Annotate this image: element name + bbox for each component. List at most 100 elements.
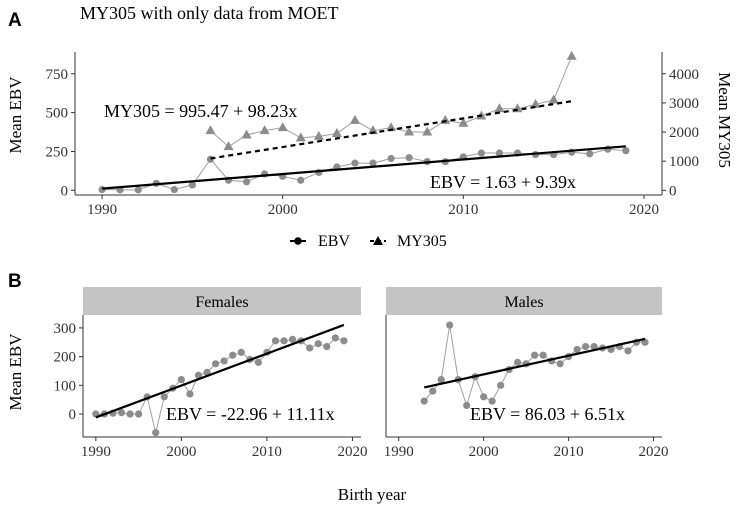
chart-b-males-axes: 1990 2000 2010 2020 xyxy=(384,315,669,460)
chart-b-males-point xyxy=(497,381,505,389)
chart-a-ebv-point xyxy=(586,150,594,158)
chart-b-females-y-tick-label: 300 xyxy=(54,321,77,337)
chart-b-males-point xyxy=(437,375,445,384)
chart-b-females-point xyxy=(288,335,297,343)
chart-b-females-point xyxy=(160,393,168,401)
chart-a-my305-point xyxy=(566,50,577,60)
chart-a-x-tick-label: 2020 xyxy=(629,202,659,218)
panel-a-label: A xyxy=(8,10,22,31)
chart-b-females-point xyxy=(135,410,143,418)
chart-a-ebv-point xyxy=(477,149,485,157)
chart-b-females-y-tick-label: 100 xyxy=(54,378,77,394)
chart-b-females-point xyxy=(194,371,203,379)
chart-b-females-x-tick-label: 2010 xyxy=(252,444,282,460)
chart-a-ebv-point xyxy=(134,186,142,194)
chart-b-males-point xyxy=(581,342,590,351)
chart-b-males-marks xyxy=(420,321,649,410)
chart-b-males-point xyxy=(514,358,522,366)
chart-b-males-point xyxy=(420,397,428,405)
chart-b-females-y-tick-label: 200 xyxy=(54,350,77,366)
legend-my305-label: MY305 xyxy=(397,233,447,250)
chart-b-males-fit-line xyxy=(423,337,646,389)
chart-a-y2-axis-title: Mean MY305 xyxy=(715,72,734,168)
chart-b-males-equation: EBV = 86.03 + 6.51x xyxy=(470,404,625,424)
chart-b-females-marks xyxy=(92,323,348,437)
chart-b-males-connector-line xyxy=(423,324,646,408)
chart-b-males-x-tick-label: 1990 xyxy=(384,444,414,460)
chart-b-males-point xyxy=(429,387,437,395)
chart-a-my305-point xyxy=(331,128,342,138)
chart-a-ebv-point xyxy=(188,181,196,189)
chart-b-females-point xyxy=(340,337,348,345)
chart-b-males-point xyxy=(573,345,581,354)
chart-a-my305-point xyxy=(223,141,234,151)
chart-a-y-tick-label: 750 xyxy=(46,67,69,83)
chart-a-x-tick-label: 2010 xyxy=(448,202,478,218)
chart-a-y-tick-label: 0 xyxy=(61,183,69,199)
chart-a-my305-point xyxy=(277,122,288,132)
chart-b-females-point xyxy=(314,340,322,348)
chart-a-my305-point xyxy=(386,122,397,132)
chart-b-males-point xyxy=(446,321,454,329)
chart-b-females-point xyxy=(117,409,126,417)
chart-a-my305-point xyxy=(349,114,360,124)
legend-my305-marker xyxy=(373,236,383,245)
chart-b-females-point xyxy=(229,351,237,359)
chart-b-females-point xyxy=(152,429,160,437)
chart-b-males-point xyxy=(539,351,547,359)
chart-a-axes: 1990 2000 2010 2020 0 250 500 750 0 1000 2000 3000 4… xyxy=(46,52,699,218)
chart-a-my305-point xyxy=(313,130,324,140)
facet-strip-males xyxy=(386,287,662,315)
chart-a-y2-tick-label: 4000 xyxy=(669,67,699,83)
chart-a-ebv-fit-line xyxy=(102,145,626,190)
chart-b-males-x-tick-label: 2010 xyxy=(554,444,584,460)
chart-a-ebv-point xyxy=(369,159,377,167)
chart-a-y-tick-label: 500 xyxy=(46,106,69,122)
chart-a-my305-equation: MY305 = 995.47 + 98.23x xyxy=(104,101,297,121)
chart-a-y2-tick-label: 0 xyxy=(669,183,677,199)
chart-b-females-fit-line xyxy=(95,323,345,419)
chart-b-females-point xyxy=(126,410,134,418)
chart-b-males-point xyxy=(480,393,488,401)
chart-b-females-point xyxy=(280,337,288,345)
chart-b-males-point xyxy=(531,351,539,359)
chart-a-my305-point xyxy=(241,129,252,139)
facet-strip-females xyxy=(83,287,361,315)
chart-b-females-axes: 1990 2000 2010 2020 0 100 200 300 xyxy=(54,315,367,460)
chart-b-females-point xyxy=(211,360,220,368)
chart-a-y2-tick-label: 1000 xyxy=(669,154,699,170)
chart-a-ebv-point xyxy=(98,185,106,194)
chart-a-my305-point xyxy=(404,126,415,136)
chart-a-x-tick-label: 1990 xyxy=(87,202,117,218)
chart-b-females-equation: EBV = -22.96 + 11.11x xyxy=(166,404,335,424)
chart-a-marks xyxy=(98,50,630,194)
chart-a-y2-tick-label: 2000 xyxy=(669,125,699,141)
chart-b-females-point xyxy=(271,337,280,345)
facet-label-females: Females xyxy=(195,294,248,311)
legend-ebv-marker xyxy=(294,237,302,245)
chart-a-ebv-point xyxy=(170,185,178,194)
chart-b-males-point xyxy=(556,360,564,368)
chart-a-ebv-equation: EBV = 1.63 + 9.39x xyxy=(430,172,576,192)
chart-a-ebv-point xyxy=(206,155,215,163)
chart-a-title: MY305 with only data from MOET xyxy=(80,3,338,23)
chart-a-ebv-point xyxy=(387,154,395,163)
chart-a-my305-point xyxy=(494,103,505,113)
legend-ebv-label: EBV xyxy=(318,233,350,250)
chart-a-my305-point xyxy=(295,132,306,142)
chart-a-my305-point xyxy=(259,125,270,135)
chart-b-females-point xyxy=(254,358,262,366)
chart-b-females-x-tick-label: 1990 xyxy=(81,444,111,460)
chart-b-females-point xyxy=(177,375,185,384)
chart-a-my305-point xyxy=(458,117,469,127)
panel-b-label: B xyxy=(8,271,22,292)
chart-b-females-point xyxy=(306,344,314,352)
chart-b-y-axis-title: Mean EBV xyxy=(6,333,25,411)
chart-b-females-point xyxy=(323,342,331,351)
chart-b-males-x-tick-label: 2000 xyxy=(469,444,499,460)
chart-b-females-x-tick-label: 2000 xyxy=(166,444,196,460)
chart-b-females-y-tick-label: 0 xyxy=(69,407,77,423)
chart-b-males-point xyxy=(590,342,598,351)
chart-a-ebv-point xyxy=(495,149,504,157)
chart-a-my305-point xyxy=(368,125,379,135)
